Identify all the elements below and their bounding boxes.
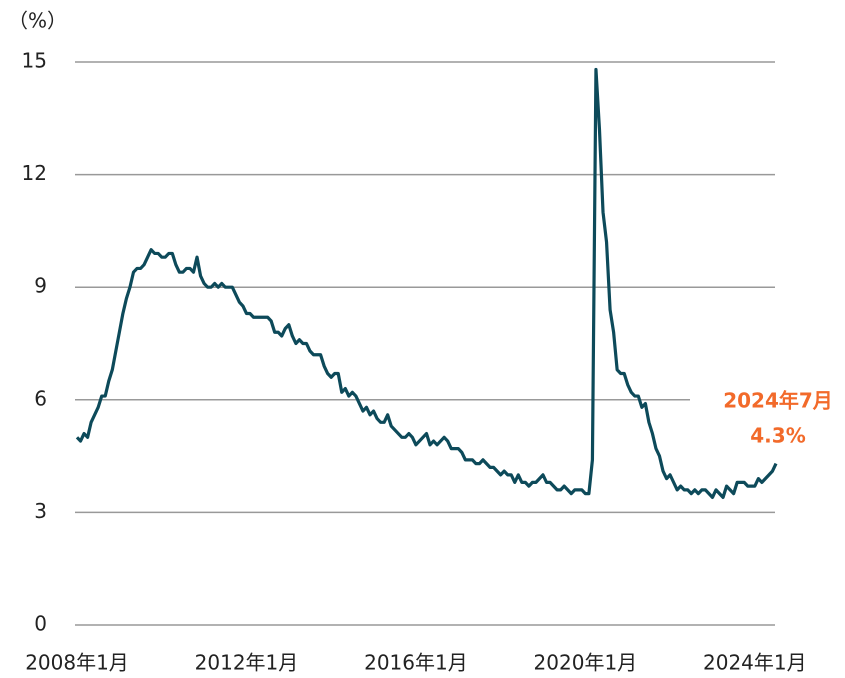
annotation-value: 4.3% [750,424,805,448]
y-tick-label: 15 [22,49,47,73]
y-tick-label: 12 [22,161,47,185]
data-line [75,67,778,499]
y-tick-label: 3 [34,499,47,523]
annotation-date: 2024年7月 [723,389,833,413]
x-tick-label: 2020年1月 [534,651,638,675]
x-tick-label: 2008年1月 [25,651,129,675]
y-axis-unit: （%） [8,9,67,33]
x-tick-label: 2024年1月 [703,651,807,675]
y-tick-label: 0 [34,612,47,636]
x-tick-label: 2016年1月 [364,651,468,675]
annotation-bg [690,385,840,455]
y-tick-label: 9 [34,274,47,298]
y-tick-label: 6 [34,386,47,410]
x-tick-label: 2012年1月 [195,651,299,675]
